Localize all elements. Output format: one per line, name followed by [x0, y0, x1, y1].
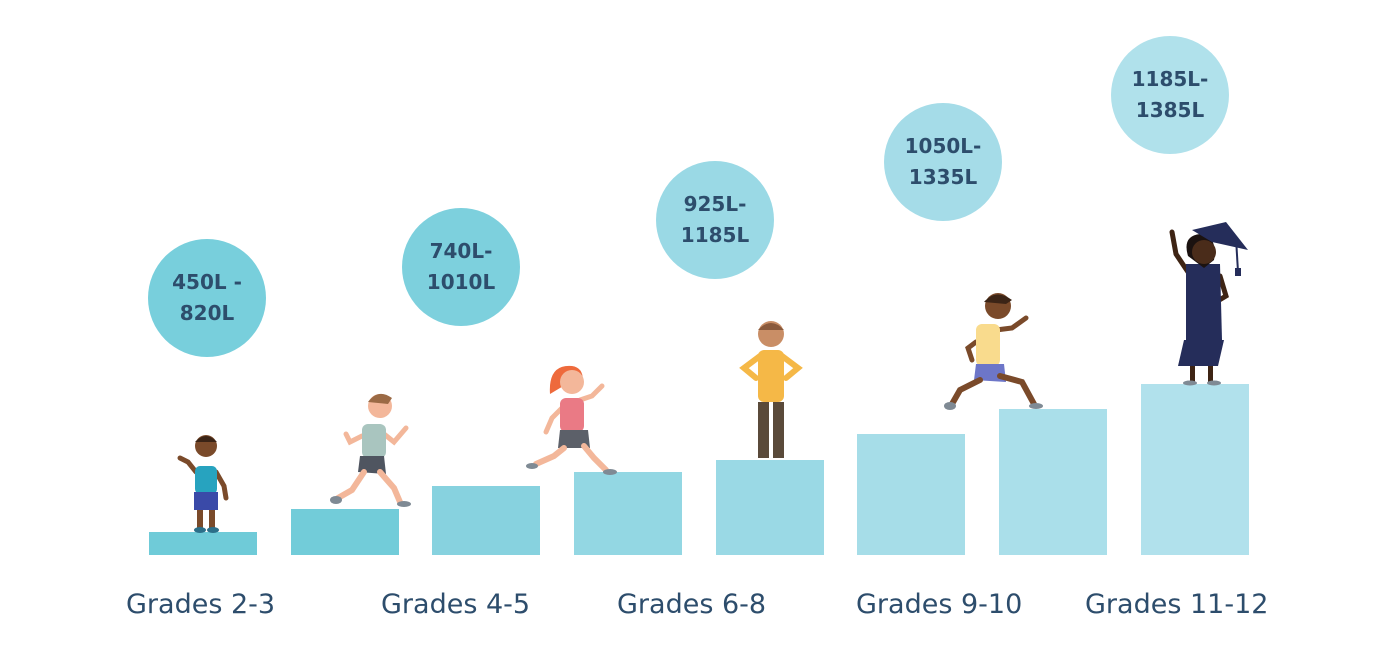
step-3	[432, 486, 540, 555]
standing-teen-icon	[739, 321, 803, 458]
step-8	[1141, 384, 1249, 555]
lexile-range: 925L- 1185L	[680, 192, 750, 247]
step-5	[716, 460, 824, 555]
graduate-icon	[1169, 222, 1248, 386]
lexile-bubble: 1050L- 1335L	[884, 103, 1002, 221]
standing-boy-icon	[177, 435, 229, 533]
lexile-range: 740L- 1010L	[426, 239, 496, 294]
step-7	[999, 409, 1107, 555]
leaping-teen-icon	[944, 293, 1043, 410]
grade-label: Grades 9-10	[856, 589, 1023, 620]
lexile-range: 1185L- 1385L	[1131, 67, 1209, 122]
running-boy-icon	[330, 393, 411, 507]
lexile-range: 1050L- 1335L	[904, 134, 982, 189]
lexile-bubble: 740L- 1010L	[402, 208, 520, 326]
lexile-bubble: 1185L- 1385L	[1111, 36, 1229, 154]
grade-label: Grades 4-5	[381, 589, 531, 620]
grade-label: Grades 11-12	[1085, 589, 1269, 620]
grade-label: Grades 6-8	[617, 589, 767, 620]
lexile-bubble: 450L - 820L	[148, 239, 266, 357]
step-6	[857, 434, 965, 555]
step-2	[291, 509, 399, 555]
step-1	[149, 532, 257, 555]
lexile-range: 450L - 820L	[172, 270, 242, 325]
grade-label: Grades 2-3	[126, 589, 276, 620]
running-girl-icon	[526, 365, 617, 475]
lexile-bubble: 925L- 1185L	[656, 161, 774, 279]
step-4	[574, 472, 682, 555]
